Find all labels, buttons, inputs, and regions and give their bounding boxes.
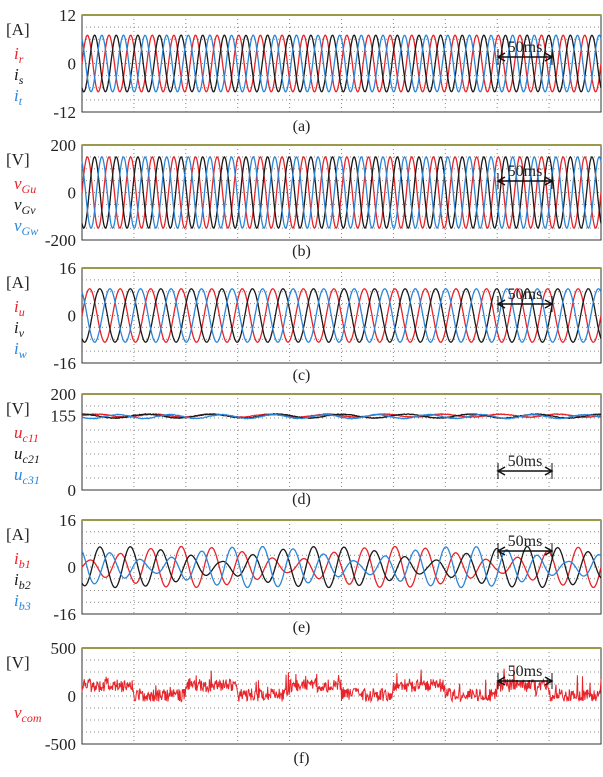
- panel-caption: (c): [293, 367, 311, 384]
- y-tick-label: 0: [68, 55, 77, 74]
- series-line-iu: [81, 288, 602, 343]
- scale-label: 50ms: [508, 663, 543, 680]
- series-line-it: [81, 34, 602, 93]
- series-line-vcom: [81, 665, 602, 704]
- unit-label: [V]: [6, 399, 30, 418]
- y-tick-label: 0: [68, 687, 77, 706]
- legend-vGv: vGv: [14, 195, 36, 217]
- y-tick-label: 16: [59, 511, 76, 530]
- legend-ir: ir: [14, 44, 24, 66]
- unit-label: [A]: [6, 525, 30, 544]
- legend-ib2: ib2: [14, 570, 31, 592]
- legend-uc21: uc21: [14, 444, 40, 466]
- y-tick-label: -16: [53, 354, 76, 373]
- y-tick-label: 12: [59, 6, 76, 25]
- legend-iu: iu: [14, 297, 25, 319]
- scale-label: 50ms: [508, 286, 543, 303]
- y-tick-label: 0: [68, 307, 77, 326]
- y-tick-label: 0: [68, 558, 77, 577]
- panel-caption: (d): [292, 491, 311, 508]
- series-line-iw: [81, 288, 602, 343]
- legend-is: is: [14, 65, 24, 87]
- y-tick-label: 200: [51, 385, 77, 404]
- unit-label: [V]: [6, 150, 30, 169]
- panel-caption: (e): [293, 619, 311, 636]
- unit-label: [A]: [6, 273, 30, 292]
- legend-iv: iv: [14, 318, 25, 340]
- panel-caption: (f): [294, 750, 310, 767]
- panel-caption: (b): [292, 243, 311, 260]
- unit-label: [A]: [6, 20, 30, 39]
- y-tick-label: 500: [51, 639, 77, 658]
- series-line-ib3: [81, 545, 602, 589]
- series-line-vGu: [81, 156, 602, 229]
- legend-it: it: [14, 86, 23, 108]
- y-tick-label: -16: [53, 605, 76, 624]
- scale-label: 50ms: [508, 39, 543, 56]
- unit-label: [V]: [6, 653, 30, 672]
- y-tick-label: 200: [51, 136, 77, 155]
- legend-iw: iw: [14, 339, 27, 361]
- y-tick-label: -500: [45, 735, 76, 754]
- series-line-vGw: [81, 156, 602, 229]
- y-tick-label: 155: [51, 407, 77, 426]
- series-line-uc31: [81, 413, 602, 420]
- legend-vcom: vcom: [14, 703, 42, 725]
- series-line-ir: [81, 34, 602, 93]
- series-line-ib1: [81, 545, 602, 589]
- y-tick-label: -200: [45, 231, 76, 250]
- scale-label: 50ms: [508, 453, 543, 470]
- panel-f: 500 0 -500 [V] vcom 50ms (f): [6, 639, 602, 767]
- legend-vGw: vGw: [14, 216, 38, 238]
- y-tick-label: 0: [68, 481, 77, 500]
- scale-label: 50ms: [508, 533, 543, 550]
- series-line-ib2: [81, 545, 602, 589]
- series-line-iv: [81, 288, 602, 343]
- scale-label: 50ms: [508, 163, 543, 180]
- legend-uc31: uc31: [14, 465, 40, 487]
- legend-ib3: ib3: [14, 591, 31, 613]
- legend-uc11: uc11: [14, 423, 39, 445]
- series-line-is: [81, 34, 602, 93]
- legend-ib1: ib1: [14, 549, 31, 571]
- series-line-uc21: [81, 413, 602, 420]
- series-line-uc11: [81, 412, 602, 419]
- y-tick-label: 16: [59, 259, 76, 278]
- panel-caption: (a): [293, 118, 311, 135]
- legend-vGu: vGu: [14, 174, 36, 196]
- y-tick-label: -12: [53, 103, 76, 122]
- y-tick-label: 0: [68, 184, 77, 203]
- series-line-vGv: [81, 156, 602, 229]
